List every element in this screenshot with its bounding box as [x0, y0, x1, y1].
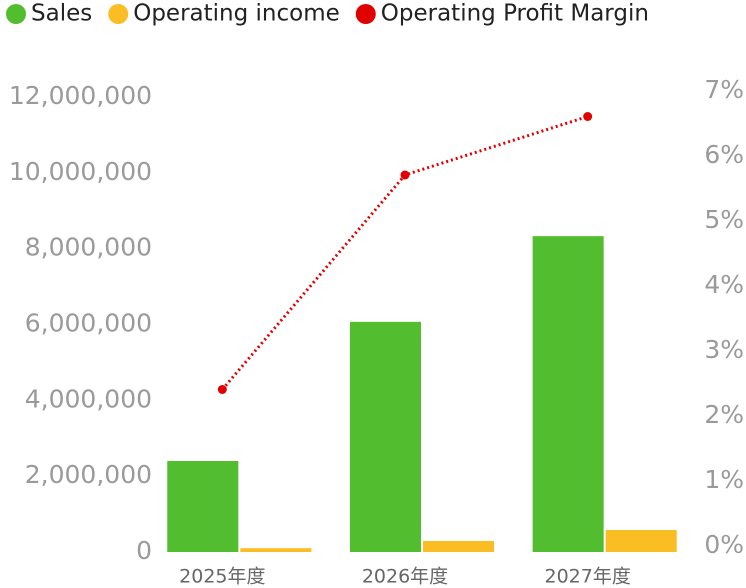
y-tick-label: 12,000,000 — [9, 81, 152, 110]
line-marker — [400, 170, 410, 180]
y2-tick-label: 5% — [704, 205, 744, 234]
bar — [240, 548, 312, 552]
y2-tick-label: 3% — [704, 335, 744, 364]
y2-tick-label: 7% — [704, 75, 744, 104]
y-tick-label: 2,000,000 — [25, 460, 152, 489]
legend-label: Sales — [31, 1, 92, 27]
bar — [605, 530, 677, 552]
y-tick-label: 10,000,000 — [9, 157, 152, 186]
legend-label: Operating Profit Margin — [381, 1, 649, 27]
bar — [423, 541, 495, 552]
y2-tick-label: 6% — [704, 140, 744, 169]
line-marker — [583, 112, 593, 121]
y2-tick-label: 4% — [704, 270, 744, 299]
y-tick-label: 8,000,000 — [25, 233, 152, 262]
y-tick-label: 6,000,000 — [25, 309, 152, 338]
x-tick-label: 2026年度 — [362, 566, 448, 588]
y-tick-label: 0 — [136, 536, 152, 565]
bar — [532, 236, 604, 552]
bar — [167, 461, 239, 552]
legend-swatch — [355, 4, 376, 24]
y2-tick-label: 0% — [704, 530, 744, 559]
y-tick-label: 4,000,000 — [25, 384, 152, 413]
y2-tick-label: 2% — [704, 400, 744, 429]
y2-tick-label: 1% — [704, 465, 744, 494]
legend-swatch — [108, 4, 129, 24]
x-tick-label: 2027年度 — [544, 566, 630, 588]
bar — [349, 321, 421, 552]
legend-label: Operating income — [133, 1, 340, 27]
legend-swatch — [6, 4, 26, 24]
line-marker — [217, 385, 227, 394]
x-tick-label: 2025年度 — [179, 566, 265, 588]
